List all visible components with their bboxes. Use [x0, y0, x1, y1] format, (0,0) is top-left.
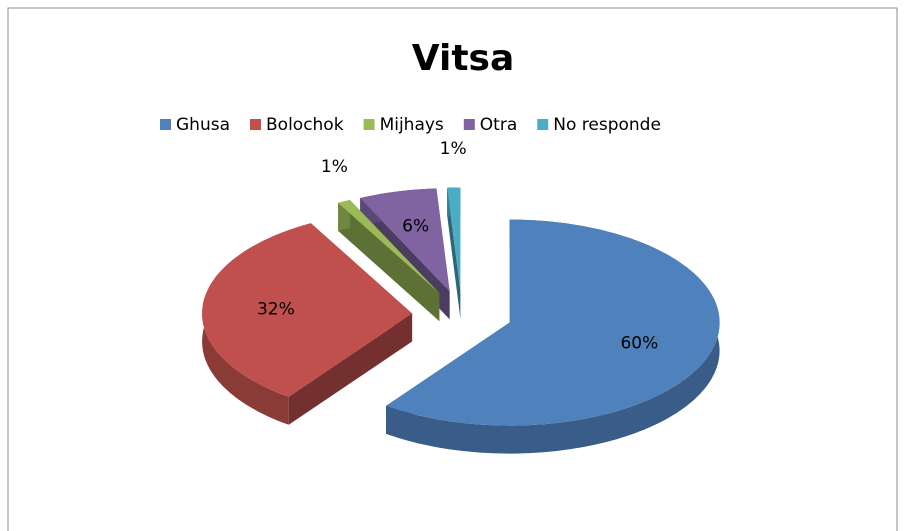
legend-label: Ghusa	[176, 115, 230, 135]
slice	[202, 223, 413, 397]
slice	[338, 200, 440, 294]
legend-swatch	[160, 119, 171, 130]
data-label: 1%	[440, 139, 467, 159]
legend-swatch	[463, 119, 475, 130]
slice-wall	[288, 313, 413, 425]
data-label: 1%	[321, 157, 348, 177]
legend-label: Otra	[480, 115, 517, 135]
slice	[447, 187, 461, 291]
legend-label: No responde	[553, 115, 661, 135]
data-label: 6%	[402, 216, 429, 236]
chart-frame	[7, 7, 898, 531]
slice-wall	[447, 187, 461, 319]
legend-swatch	[363, 119, 375, 130]
slice	[360, 188, 450, 292]
data-label: 32%	[257, 299, 295, 319]
chart-title: Vitsa	[412, 38, 515, 79]
legend-label: Bolochok	[266, 115, 344, 135]
legend-label: Mijhays	[380, 115, 444, 135]
legend-swatch	[537, 119, 549, 130]
slice-side	[386, 219, 720, 454]
slice	[386, 219, 720, 426]
data-label: 60%	[620, 333, 658, 353]
legend-swatch	[250, 119, 261, 130]
